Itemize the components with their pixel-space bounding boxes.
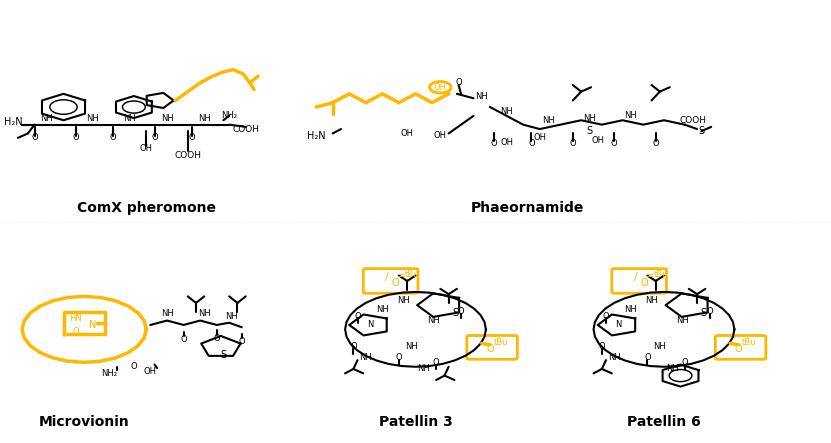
Text: O: O <box>238 337 245 346</box>
Text: Patellin 6: Patellin 6 <box>627 415 701 429</box>
Text: NH: NH <box>653 342 666 351</box>
Text: O: O <box>130 362 137 371</box>
Text: O: O <box>735 344 742 354</box>
Text: COOH: COOH <box>175 151 201 160</box>
Text: S: S <box>452 307 459 318</box>
Text: NH: NH <box>198 310 211 319</box>
Text: =: = <box>396 272 406 282</box>
Text: NH: NH <box>475 92 488 101</box>
Text: Patellin 3: Patellin 3 <box>379 415 452 429</box>
Text: O: O <box>350 342 356 351</box>
Text: tBu: tBu <box>742 338 756 347</box>
Text: Microvionin: Microvionin <box>39 415 130 429</box>
Text: NH: NH <box>198 113 211 123</box>
Text: O: O <box>110 133 116 142</box>
Text: tBu: tBu <box>653 270 668 279</box>
Text: NH: NH <box>41 113 53 123</box>
Text: =: = <box>645 272 655 282</box>
Text: NH: NH <box>624 305 637 314</box>
Text: O: O <box>491 139 498 148</box>
Text: NH: NH <box>86 113 99 123</box>
Text: S: S <box>698 126 705 136</box>
Text: OH: OH <box>591 136 604 144</box>
Text: O: O <box>644 354 651 362</box>
Text: COOH: COOH <box>232 124 259 133</box>
Text: O: O <box>640 278 648 288</box>
Text: O: O <box>180 335 187 344</box>
Text: O: O <box>433 358 440 367</box>
Text: NH: NH <box>427 316 440 325</box>
Text: OH: OH <box>500 138 513 147</box>
Text: NH: NH <box>645 296 658 305</box>
Text: OH: OH <box>434 83 447 92</box>
Text: OH: OH <box>144 367 157 376</box>
Text: /: / <box>634 272 637 282</box>
Text: O: O <box>598 342 605 351</box>
Text: O: O <box>611 139 617 148</box>
Text: O: O <box>396 354 402 362</box>
Text: O: O <box>602 311 609 321</box>
Text: NH: NH <box>160 113 174 123</box>
Text: O: O <box>391 278 400 288</box>
Text: NH: NH <box>608 354 621 362</box>
Text: O: O <box>681 358 688 367</box>
Text: NH: NH <box>583 113 596 123</box>
Text: NH: NH <box>417 365 430 373</box>
Text: NH: NH <box>624 111 637 120</box>
Text: NH: NH <box>160 310 174 319</box>
Text: O: O <box>455 78 462 87</box>
Text: ComX pheromone: ComX pheromone <box>76 201 216 215</box>
Text: NH₂: NH₂ <box>101 369 117 378</box>
Text: HN: HN <box>70 314 82 323</box>
Text: OH: OH <box>534 133 546 142</box>
Text: Phaeornamide: Phaeornamide <box>470 201 584 215</box>
Text: NH: NH <box>360 354 372 362</box>
Text: COOH: COOH <box>680 116 706 125</box>
Text: O: O <box>458 307 465 316</box>
Text: O: O <box>486 344 494 354</box>
Text: N: N <box>366 320 373 330</box>
Text: NH: NH <box>405 342 418 351</box>
Text: S: S <box>220 350 226 360</box>
Text: NH: NH <box>500 107 513 116</box>
Text: O: O <box>72 327 79 336</box>
Text: S: S <box>587 126 593 136</box>
Text: NH: NH <box>396 296 410 305</box>
Text: NH₂: NH₂ <box>221 111 237 120</box>
Text: NH: NH <box>123 113 136 123</box>
Text: NH: NH <box>666 365 679 373</box>
Text: O: O <box>214 334 220 342</box>
Text: N: N <box>89 320 96 330</box>
Text: OH: OH <box>401 129 414 138</box>
Text: O: O <box>32 133 38 142</box>
Text: O: O <box>569 139 576 148</box>
Text: O: O <box>354 311 361 321</box>
Text: O: O <box>189 133 195 142</box>
Text: H₂N: H₂N <box>4 117 23 128</box>
Text: NH: NH <box>225 311 238 321</box>
Text: OH: OH <box>434 131 447 140</box>
Text: O: O <box>652 139 659 148</box>
Text: NH: NH <box>676 316 689 325</box>
Text: /: / <box>386 272 389 282</box>
Text: N: N <box>615 320 622 330</box>
Text: tBu: tBu <box>494 338 508 347</box>
Text: NH: NH <box>542 116 554 125</box>
Text: O: O <box>706 307 713 316</box>
Text: O: O <box>151 133 158 142</box>
Text: O: O <box>529 139 535 148</box>
Text: tBu: tBu <box>405 270 420 279</box>
Text: S: S <box>701 307 707 318</box>
Text: NH: NH <box>376 305 389 314</box>
Text: H₂N: H₂N <box>307 131 326 141</box>
Text: O: O <box>72 133 79 142</box>
Text: OH: OH <box>140 144 153 153</box>
